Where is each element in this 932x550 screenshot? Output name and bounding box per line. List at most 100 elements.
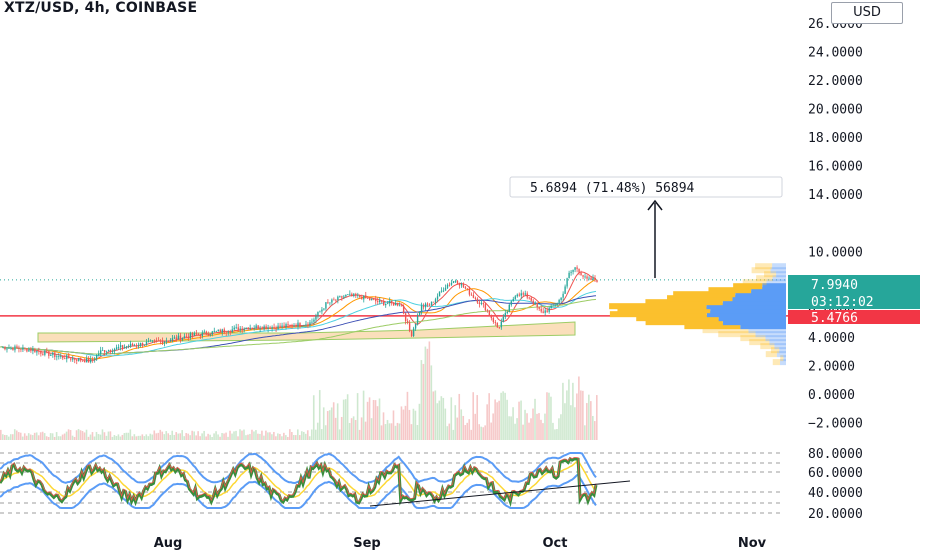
volume-profile-bar-up bbox=[706, 303, 786, 310]
candle-body bbox=[103, 350, 106, 353]
volume-bar bbox=[304, 433, 307, 440]
volume-bar bbox=[386, 419, 389, 440]
volume-bar bbox=[492, 413, 494, 440]
candle-body bbox=[353, 293, 355, 296]
volume-bar bbox=[13, 429, 16, 440]
volume-bar bbox=[502, 391, 504, 440]
candle-body bbox=[325, 302, 327, 309]
price-axis-label: 16.0000 bbox=[808, 160, 863, 175]
volume-bar bbox=[474, 413, 477, 440]
currency-button[interactable]: USD bbox=[831, 2, 903, 24]
volume-profile-bar-down bbox=[740, 335, 766, 342]
time-axis-label: Aug bbox=[154, 536, 183, 550]
volume-bar bbox=[35, 432, 38, 440]
volume-bar bbox=[243, 429, 245, 440]
candle-body bbox=[331, 299, 333, 303]
volume-bar bbox=[516, 418, 518, 440]
candle-body bbox=[588, 277, 590, 279]
volume-bar bbox=[23, 433, 26, 440]
candle-body bbox=[502, 316, 505, 322]
candle-body bbox=[418, 312, 421, 316]
volume-profile-bar-down bbox=[755, 263, 773, 270]
candle-body bbox=[490, 315, 493, 319]
candle-body bbox=[261, 328, 263, 330]
level-value: 5.4766 bbox=[811, 311, 858, 326]
candle-body bbox=[578, 268, 580, 274]
candle-body bbox=[474, 297, 477, 299]
last-price-tag[interactable] bbox=[788, 275, 920, 294]
time-axis-label: Sep bbox=[353, 536, 381, 550]
volume-bar bbox=[546, 392, 548, 440]
candle-body bbox=[592, 278, 594, 281]
level-tag[interactable] bbox=[788, 310, 920, 324]
volume-bar bbox=[442, 397, 445, 440]
candle-body bbox=[247, 327, 249, 330]
oscillator-axis-label: 60.0000 bbox=[808, 466, 863, 481]
candle-body bbox=[574, 267, 576, 270]
volume-bar bbox=[235, 430, 237, 440]
countdown-value: 03:12:02 bbox=[811, 295, 874, 310]
volume-bar bbox=[348, 422, 351, 440]
volume-bar bbox=[17, 432, 20, 440]
volume-bar bbox=[448, 423, 451, 440]
candle-body bbox=[203, 331, 206, 333]
volume-bar bbox=[558, 418, 560, 440]
time-axis: Aug Sep Oct Nov bbox=[154, 536, 767, 550]
volume-bar bbox=[316, 422, 319, 440]
candle-body bbox=[171, 338, 174, 340]
volume-bar bbox=[215, 431, 217, 440]
volume-profile-bar-down bbox=[765, 351, 777, 358]
volume-bar bbox=[478, 424, 480, 440]
candle-body bbox=[24, 347, 26, 349]
candle-body bbox=[209, 334, 211, 336]
symbol-title[interactable]: XTZ/USD, 4h, COINBASE bbox=[4, 0, 198, 16]
candle-body bbox=[183, 336, 186, 338]
candle-body bbox=[127, 346, 130, 348]
volume-bar bbox=[552, 422, 554, 440]
volume-bar bbox=[464, 425, 467, 440]
volume-bar bbox=[113, 435, 116, 440]
candle-body bbox=[355, 293, 357, 296]
oscillator-lower-band bbox=[0, 472, 597, 509]
candle-body bbox=[586, 276, 588, 279]
volume-bar bbox=[87, 436, 90, 440]
candle-body bbox=[390, 300, 393, 303]
volume-bar bbox=[281, 436, 283, 440]
candle-body bbox=[394, 302, 397, 306]
price-axis-label: 22.0000 bbox=[808, 74, 863, 89]
volume-bar bbox=[77, 429, 80, 440]
candle-body bbox=[317, 312, 319, 317]
candle-body bbox=[556, 303, 558, 306]
volume-bar bbox=[57, 436, 60, 440]
volume-bar bbox=[53, 436, 56, 440]
candle-body bbox=[400, 305, 403, 307]
candle-body bbox=[347, 294, 349, 296]
volume-profile-bar-down bbox=[673, 291, 736, 298]
time-axis-label: Oct bbox=[543, 536, 568, 550]
volume-profile-bar-up bbox=[722, 319, 786, 326]
volume-bar bbox=[384, 424, 387, 440]
volume-profile-bar-down bbox=[751, 267, 771, 274]
volume-bar bbox=[91, 432, 94, 440]
candle-body bbox=[315, 316, 317, 320]
candle-body bbox=[584, 276, 586, 278]
candle-body bbox=[265, 326, 267, 330]
volume-bar bbox=[0, 429, 2, 440]
candle-body bbox=[207, 334, 210, 336]
volume-bar bbox=[287, 436, 289, 440]
volume-bar bbox=[229, 430, 231, 440]
candle-body bbox=[460, 283, 463, 286]
volume-bar bbox=[494, 399, 496, 440]
volume-bar bbox=[488, 393, 490, 440]
volume-profile-bar-up bbox=[732, 295, 786, 302]
volume-bar bbox=[277, 433, 279, 440]
candle-body bbox=[151, 340, 154, 342]
candle-body bbox=[369, 298, 371, 301]
volume-bar bbox=[542, 423, 544, 440]
candle-body bbox=[20, 349, 22, 350]
candle-body bbox=[309, 322, 311, 326]
candle-body bbox=[508, 304, 510, 312]
volume-bar bbox=[147, 436, 150, 440]
